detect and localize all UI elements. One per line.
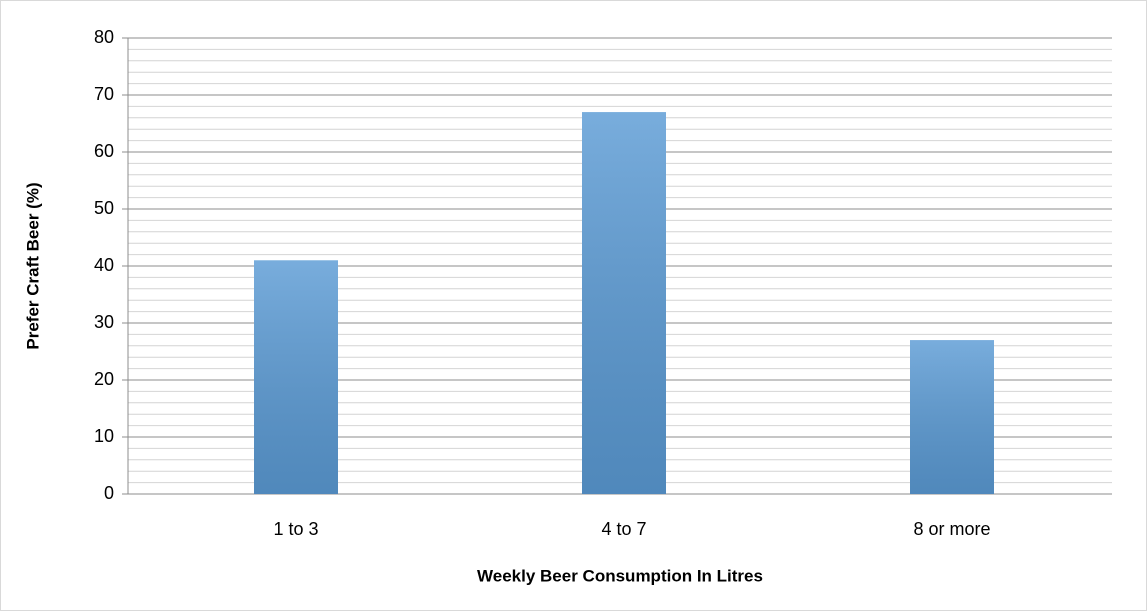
y-tick-label: 70 xyxy=(94,84,114,104)
bar-shade xyxy=(582,112,666,494)
y-tick-label: 80 xyxy=(94,27,114,47)
y-tick-label: 20 xyxy=(94,369,114,389)
bar-shade xyxy=(254,260,338,494)
y-axis-title: Prefer Craft Beer (%) xyxy=(23,182,42,349)
x-tick-label: 8 or more xyxy=(913,519,990,539)
bar-shade xyxy=(910,340,994,494)
y-tick-label: 0 xyxy=(104,483,114,503)
x-tick-label: 4 to 7 xyxy=(601,519,646,539)
y-tick-label: 40 xyxy=(94,255,114,275)
y-tick-label: 60 xyxy=(94,141,114,161)
y-tick-label: 30 xyxy=(94,312,114,332)
x-axis-title: Weekly Beer Consumption In Litres xyxy=(477,566,763,585)
y-tick-label: 50 xyxy=(94,198,114,218)
y-tick-label: 10 xyxy=(94,426,114,446)
x-tick-label: 1 to 3 xyxy=(273,519,318,539)
